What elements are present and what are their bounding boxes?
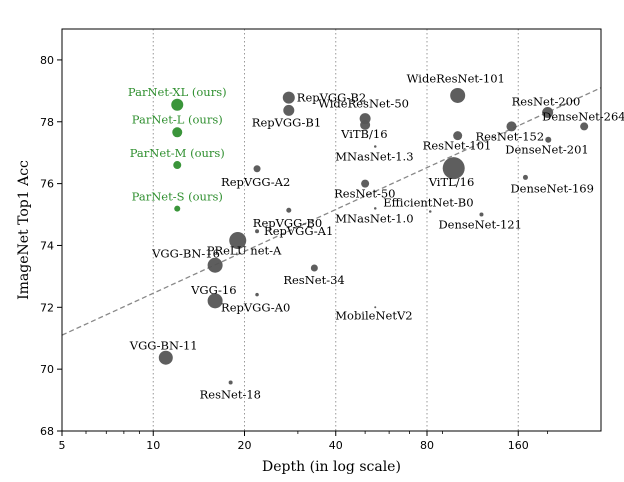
point-resnet-18 <box>228 380 233 385</box>
point-resnet-101 <box>453 131 463 141</box>
label-resnet-18: ResNet-18 <box>200 387 261 401</box>
x-tick-label-160: 160 <box>508 439 529 452</box>
label-mobilenetv2: MobileNetV2 <box>335 308 412 322</box>
label-mnasnet-1-0: MNasNet-1.0 <box>335 211 413 225</box>
label-efficientnet-b0: EfficientNet-B0 <box>383 195 473 209</box>
data-points <box>158 87 589 385</box>
x-axis-title: Depth (in log scale) <box>262 459 401 475</box>
y-tick-label-72: 72 <box>40 301 54 314</box>
point-parnet-m-ours <box>173 161 182 170</box>
point-vitb-16 <box>360 119 371 130</box>
point-repvgg-b0 <box>286 207 292 213</box>
x-axis: 5 10 20 40 80 160 <box>59 431 549 452</box>
label-vgg-bn-11: VGG-BN-11 <box>129 339 198 353</box>
x-tick-label-10: 10 <box>146 439 160 452</box>
x-tick-label-20: 20 <box>237 439 251 452</box>
label-repvgg-b1: RepVGG-B1 <box>252 115 321 129</box>
point-prelu-net-a <box>229 232 247 250</box>
point-resnet-152 <box>506 121 517 132</box>
label-wideresnet-50: WideResNet-50 <box>318 97 409 111</box>
label-densenet-121: DenseNet-121 <box>438 218 521 232</box>
point-parnet-s-ours <box>174 205 181 212</box>
y-axis-title: ImageNet Top1 Acc <box>16 160 32 300</box>
point-efficientnet-b0 <box>428 210 432 213</box>
point-mnasnet-1-0 <box>374 207 377 210</box>
label-mnasnet-1-3: MNasNet-1.3 <box>335 150 413 164</box>
y-tick-label-78: 78 <box>40 116 54 129</box>
label-parnet-l-ours: ParNet-L (ours) <box>132 112 223 126</box>
point-parnet-l-ours <box>172 127 183 138</box>
label-vgg-bn-16: VGG-BN-16 <box>151 246 220 260</box>
label-repvgg-a2: RepVGG-A2 <box>221 175 290 189</box>
point-vgg-bn-16 <box>207 257 223 273</box>
point-resnet-50 <box>361 179 370 188</box>
label-densenet-201: DenseNet-201 <box>505 143 588 157</box>
point-repvgg-b2 <box>282 91 295 104</box>
trend-line-group <box>61 87 602 336</box>
point-densenet-264 <box>580 122 589 131</box>
label-densenet-264: DenseNet-264 <box>542 109 624 123</box>
y-axis: 68 70 72 74 76 78 80 <box>40 54 62 438</box>
x-tick-label-80: 80 <box>420 439 434 452</box>
point-vitl-16 <box>442 157 465 180</box>
point-mobilenetv2 <box>374 306 377 309</box>
label-parnet-m-ours: ParNet-M (ours) <box>130 146 225 160</box>
label-wideresnet-101: WideResNet-101 <box>407 71 505 85</box>
point-labels: ParNet-XL (ours) ParNet-L (ours) ParNet-M … <box>128 71 624 401</box>
point-parnet-xl-ours <box>171 98 184 111</box>
label-vgg-16: VGG-16 <box>190 283 236 297</box>
label-repvgg-b0: RepVGG-B0 <box>253 216 322 230</box>
point-densenet-201 <box>545 136 552 143</box>
label-resnet-152: ResNet-152 <box>475 129 544 143</box>
label-repvgg-b2: RepVGG-B2 <box>297 91 366 105</box>
point-vgg-16 <box>207 293 223 309</box>
y-tick-label-76: 76 <box>40 178 54 191</box>
y-tick-label-70: 70 <box>40 363 54 376</box>
label-resnet-101: ResNet-101 <box>423 139 492 153</box>
label-repvgg-a0: RepVGG-A0 <box>221 301 290 315</box>
y-tick-label-74: 74 <box>40 239 54 252</box>
label-repvgg-a1: RepVGG-A1 <box>264 224 333 238</box>
label-parnet-s-ours: ParNet-S (ours) <box>132 190 223 204</box>
point-repvgg-a2 <box>253 165 261 173</box>
point-resnet-34 <box>310 264 318 272</box>
label-resnet-34: ResNet-34 <box>283 273 344 287</box>
x-tick-label-5: 5 <box>59 439 66 452</box>
point-repvgg-a0 <box>255 292 259 297</box>
point-vgg-bn-11 <box>158 350 173 365</box>
plot-frame <box>61 28 602 432</box>
label-resnet-200: ResNet-200 <box>512 94 581 108</box>
label-resnet-50: ResNet-50 <box>334 187 395 201</box>
point-densenet-169 <box>522 174 528 180</box>
point-mnasnet-1-3 <box>374 145 377 148</box>
point-resnet-200 <box>542 106 554 118</box>
trend-line <box>61 87 602 336</box>
label-prelu-net-a: PReLU net-A <box>207 244 282 258</box>
point-densenet-121 <box>479 212 484 217</box>
label-vitl-16: ViTL/16 <box>428 175 475 189</box>
point-wideresnet-101 <box>450 87 466 103</box>
x-tick-label-40: 40 <box>329 439 343 452</box>
y-tick-label-80: 80 <box>40 54 54 67</box>
label-densenet-169: DenseNet-169 <box>510 181 593 195</box>
label-vitb-16: ViTB/16 <box>340 127 387 141</box>
y-tick-label-68: 68 <box>40 425 54 438</box>
point-repvgg-a1 <box>255 229 260 234</box>
point-repvgg-b1 <box>283 104 295 116</box>
label-parnet-xl-ours: ParNet-XL (ours) <box>128 85 227 99</box>
grid-lines <box>152 29 519 431</box>
